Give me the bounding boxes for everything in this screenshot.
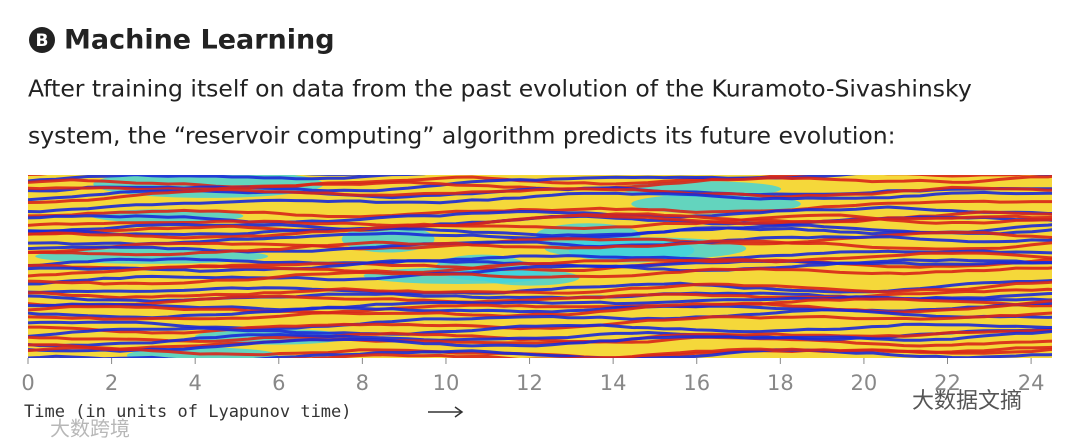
heatmap-texture [28, 258, 1052, 286]
x-tick-label: 22 [934, 371, 961, 395]
heatmap-texture [28, 308, 1052, 330]
heatmap-texture [28, 280, 1052, 300]
heatmap-texture [28, 239, 1052, 257]
heatmap-texture [28, 205, 1052, 224]
x-tick-label: 0 [21, 371, 34, 395]
watermark: 大数跨境 [50, 417, 130, 441]
heatmap-texture [28, 327, 1052, 348]
heatmap-texture [28, 249, 1052, 268]
heatmap-texture [28, 185, 1052, 204]
heatmap-texture [28, 311, 1052, 335]
heatmap-texture [28, 199, 1052, 219]
chart-title: Machine Learning [64, 25, 335, 56]
axis-arrow-head [454, 406, 464, 418]
x-tick-label: 2 [105, 371, 118, 395]
heatmap-texture [286, 345, 1052, 358]
x-axis-label: Time (in units of Lyapunov time) [24, 402, 352, 422]
x-tick-label: 4 [188, 371, 201, 395]
x-tick-label: 14 [600, 371, 627, 395]
x-tick-label: 24 [1018, 371, 1045, 395]
watermark: 大数据文摘 [912, 389, 1022, 414]
subtitle-line: system, the “reservoir computing” algori… [28, 122, 896, 150]
heatmap-texture [28, 330, 1052, 353]
heatmap [28, 175, 1052, 358]
heatmap-texture [28, 213, 1052, 240]
x-tick-label: 12 [516, 371, 543, 395]
heatmap-texture [28, 287, 1052, 308]
heatmap-texture [28, 235, 1052, 254]
heatmap-texture [28, 223, 1052, 238]
x-tick-label: 10 [433, 371, 460, 395]
heatmap-texture [28, 190, 1052, 214]
heatmap-texture [28, 175, 426, 183]
x-tick-label: 20 [851, 371, 878, 395]
heatmap-texture [28, 322, 1052, 338]
x-tick-label: 16 [683, 371, 710, 395]
heatmap-texture [28, 328, 1052, 351]
heatmap-texture [28, 175, 48, 177]
panel-badge [29, 27, 55, 53]
subtitle-line: After training itself on data from the p… [28, 75, 972, 103]
heatmap-texture [303, 175, 365, 176]
heatmap-texture [28, 266, 1052, 286]
x-tick-label: 8 [356, 371, 369, 395]
heatmap-texture [28, 297, 1052, 315]
heatmap-texture [28, 251, 1052, 278]
panel-label: B [36, 31, 49, 51]
x-tick-label: 18 [767, 371, 794, 395]
x-tick-label: 6 [272, 371, 285, 395]
heatmap-texture [28, 348, 1052, 358]
